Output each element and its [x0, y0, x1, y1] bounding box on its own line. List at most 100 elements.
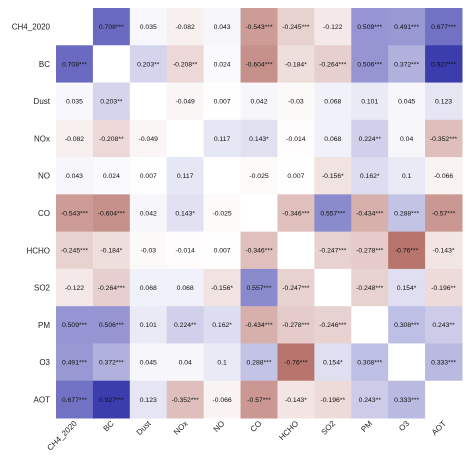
cell-value-label: 0.333*** — [431, 359, 456, 366]
cell-value-label: 0.333*** — [394, 397, 419, 404]
row-label: SO2 — [34, 284, 51, 293]
heatmap-cell — [92, 45, 131, 84]
heatmap-cell — [129, 231, 168, 270]
row-label: HCHO — [26, 246, 50, 255]
cell-value-label: -0.049 — [176, 99, 195, 106]
cell-value-label: 0.491*** — [394, 24, 419, 31]
heatmap-cell — [92, 157, 131, 195]
heatmap-cell — [56, 268, 94, 307]
heatmap-cell — [425, 157, 463, 195]
column-label: AOT — [430, 419, 448, 437]
cell-value-label: 0.154* — [397, 285, 417, 292]
cell-value-label: 0.708*** — [99, 24, 124, 31]
heatmap-cell — [56, 45, 94, 84]
cell-value-label: 0.068 — [324, 99, 341, 106]
cell-value-label: 0.007 — [214, 99, 231, 106]
heatmap-cell — [351, 194, 389, 233]
row-label: BC — [39, 60, 50, 69]
row-label: PM — [38, 321, 50, 330]
cell-value-label: -0.122 — [323, 24, 342, 31]
row-label: Dust — [34, 97, 51, 106]
cell-value-label: -0.014 — [176, 248, 195, 255]
cell-value-label: 0.243** — [359, 397, 382, 404]
cell-value-label: -0.245*** — [282, 24, 310, 31]
heatmap-cell — [129, 268, 168, 307]
cell-value-label: 0.1 — [217, 359, 227, 366]
cell-value-label: -0.122 — [65, 285, 84, 292]
cell-value-label: 0.068 — [177, 285, 194, 292]
cell-value-label: -0.184* — [100, 248, 122, 255]
heatmap-cell — [388, 194, 426, 233]
cell-value-label: 0.224** — [174, 322, 197, 329]
heatmap-cell — [92, 380, 131, 419]
cell-value-label: 0.927*** — [99, 397, 124, 404]
heatmap-cell — [351, 119, 389, 158]
cell-value-label: -0.143* — [285, 397, 307, 404]
heatmap-cell — [92, 8, 131, 46]
heatmap-cell — [351, 8, 389, 46]
row-label: O3 — [39, 358, 50, 367]
cell-value-label: -0.352*** — [430, 136, 458, 143]
heatmap-cell — [129, 306, 168, 344]
cell-value-label: -0.066 — [434, 173, 453, 180]
heatmap-cell — [277, 8, 315, 46]
cell-value-label: 0.043 — [214, 24, 231, 31]
heatmap-cell — [240, 268, 278, 307]
cell-value-label: -0.76*** — [395, 248, 419, 255]
heatmap-cell — [56, 343, 94, 382]
cell-value-label: -0.03 — [288, 99, 304, 106]
cell-value-label: 0.117 — [177, 173, 194, 180]
cell-value-label: -0.76*** — [284, 359, 308, 366]
heatmap-cell — [240, 231, 278, 270]
heatmap-cell — [277, 380, 315, 419]
heatmap-cell — [56, 380, 94, 419]
column-label: O3 — [397, 419, 411, 433]
cell-value-label: 0.143* — [175, 210, 195, 217]
heatmap-cell — [388, 343, 426, 382]
heatmap-cell — [129, 45, 168, 84]
cell-value-label: -0.014 — [286, 136, 305, 143]
heatmap-cell — [240, 194, 278, 233]
heatmap-cell — [166, 8, 205, 46]
cell-value-label: 0.042 — [140, 210, 157, 217]
cell-value-label: 0.224** — [359, 136, 382, 143]
cell-value-label: 0.162* — [360, 173, 380, 180]
heatmap-cell — [240, 306, 278, 344]
heatmap-cell — [203, 45, 242, 84]
heatmap-cell — [203, 306, 242, 344]
heatmap-cell — [203, 82, 242, 121]
heatmap-cell — [351, 306, 389, 344]
row-label: CO — [38, 209, 50, 218]
cell-value-label: -0.543*** — [245, 24, 273, 31]
cell-value-label: 0.007 — [140, 173, 157, 180]
heatmap-cell — [166, 343, 205, 382]
cell-value-label: -0.245*** — [61, 248, 89, 255]
cell-value-label: -0.248*** — [356, 285, 384, 292]
heatmap-cell — [351, 157, 389, 195]
heatmap-cell — [203, 119, 242, 158]
column-label: SO2 — [320, 419, 338, 437]
heatmap-cell-labels: 0.708*** 0.035 -0.082 0.043 -0.543*** -0.245*… — [61, 24, 458, 404]
heatmap-cell — [56, 306, 94, 344]
heatmap-cell — [129, 380, 168, 419]
cell-value-label: 0.123 — [435, 99, 452, 106]
cell-value-label: 0.491*** — [62, 359, 87, 366]
heatmap-cell — [240, 82, 278, 121]
cell-value-label: 0.372*** — [99, 359, 124, 366]
heatmap-cell — [351, 231, 389, 270]
heatmap-cell — [314, 194, 352, 233]
heatmap-cell — [351, 380, 389, 419]
cell-value-label: 0.677*** — [431, 24, 456, 31]
heatmap-cell — [314, 380, 352, 419]
heatmap-cell — [277, 119, 315, 158]
heatmap-cell — [277, 45, 315, 84]
row-label: CH4_2020 — [12, 23, 51, 32]
heatmap-cell — [277, 82, 315, 121]
heatmap-cell — [129, 343, 168, 382]
heatmap-cell — [388, 268, 426, 307]
heatmap-cell — [388, 380, 426, 419]
heatmap-cell — [314, 268, 352, 307]
heatmap-cell — [203, 231, 242, 270]
cell-value-label: -0.082 — [65, 136, 84, 143]
cell-value-label: -0.264*** — [319, 61, 347, 68]
